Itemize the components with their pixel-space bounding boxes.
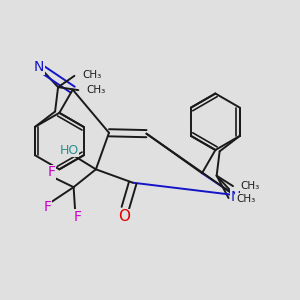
- Text: F: F: [48, 165, 56, 179]
- Text: CH₃: CH₃: [83, 70, 102, 80]
- Text: N: N: [34, 60, 44, 74]
- Text: N: N: [231, 190, 241, 203]
- Text: F: F: [44, 200, 52, 214]
- Text: CH₃: CH₃: [87, 85, 106, 95]
- Text: HO: HO: [59, 144, 79, 157]
- Text: F: F: [74, 210, 82, 224]
- Text: CH₃: CH₃: [236, 194, 255, 204]
- Text: CH₃: CH₃: [240, 181, 260, 191]
- Text: O: O: [118, 209, 130, 224]
